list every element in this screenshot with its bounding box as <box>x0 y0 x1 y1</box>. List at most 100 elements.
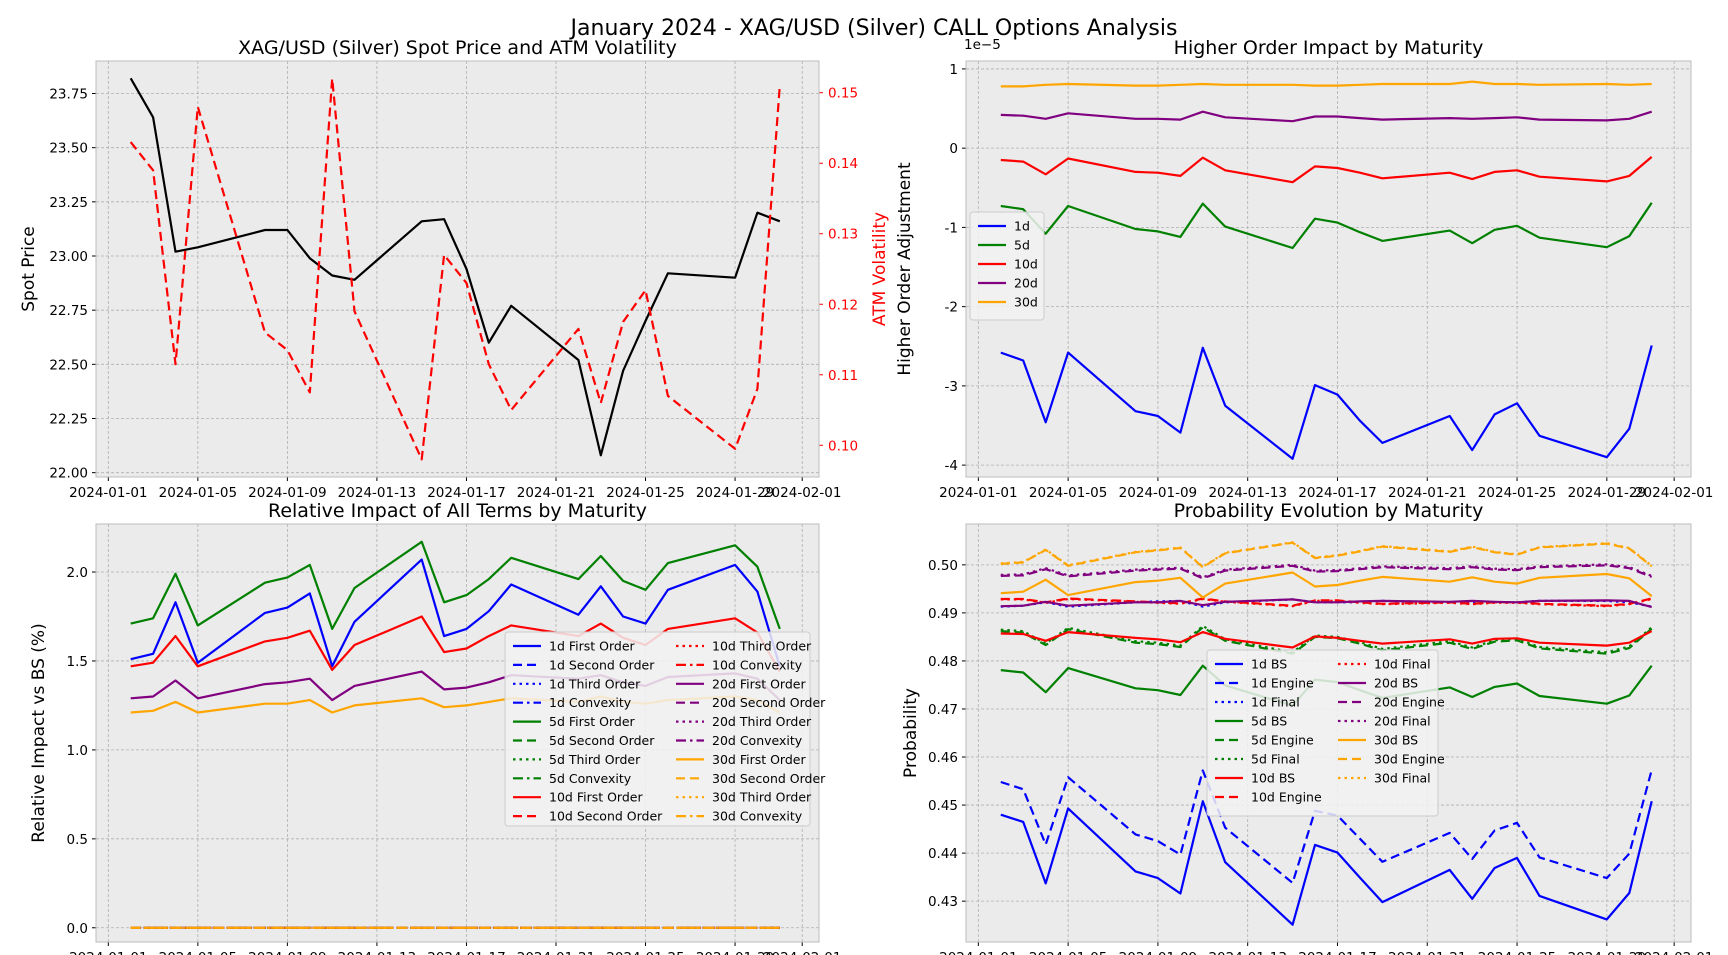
series-line-5d <box>1000 202 1653 250</box>
x-tick-label: 2024-01-13 <box>1208 950 1286 955</box>
plot-frame <box>95 523 820 943</box>
panel-2: 2024-01-01 2024-01-05 2024-01-09 2024-01-13… <box>895 37 1713 501</box>
y-tick-label: 0.44 <box>928 846 958 862</box>
series-line-20d <box>1000 110 1653 123</box>
legend: 1d BS 1d Engine 1d Final 5d BS 5d Engine 5d F… <box>1206 649 1445 817</box>
series-group <box>129 77 781 461</box>
legend: 1d 5d 10d 20d 30d <box>969 211 1045 321</box>
y-tick-label: -2 <box>945 300 958 316</box>
legend-label: 30d Convexity <box>712 809 803 824</box>
legend-label: 1d First Order <box>549 639 636 654</box>
chart-title: Probability Evolution by Maturity <box>1174 500 1484 522</box>
legend-label: 1d Final <box>1251 695 1300 710</box>
x-tick-label: 2024-02-01 <box>1635 950 1713 955</box>
series-line-20d-bs <box>1000 598 1652 609</box>
legend-label: 1d Engine <box>1251 676 1314 691</box>
y-tick-label: 22.75 <box>49 303 88 319</box>
chart-title: XAG/USD (Silver) Spot Price and ATM Vola… <box>238 37 677 59</box>
x-tick-label: 2024-01-01 <box>69 950 147 955</box>
legend-label: 30d Second Order <box>712 771 826 786</box>
x-tick-label: 2024-01-09 <box>1119 485 1197 501</box>
series-group <box>1000 80 1653 460</box>
y-tick-label: 1.5 <box>67 654 88 670</box>
plot-frame <box>965 60 1692 478</box>
series-line-10d <box>1000 156 1653 184</box>
x-tick-label: 2024-01-21 <box>517 950 595 955</box>
legend-label: 20d Third Order <box>712 714 812 729</box>
series-line-1d-first-order <box>130 558 781 668</box>
legend-label: 30d Third Order <box>712 790 812 805</box>
x-tick-label: 2024-01-13 <box>338 950 416 955</box>
x-tick-label: 2024-01-01 <box>939 950 1017 955</box>
legend-label: 5d Third Order <box>549 752 641 767</box>
legend-label: 1d Second Order <box>549 657 655 672</box>
x-tick-label: 2024-01-05 <box>1029 485 1107 501</box>
legend-label: 5d Second Order <box>549 733 655 748</box>
y2-tick-label: 0.11 <box>828 368 858 384</box>
y-tick-label: 0.43 <box>928 894 958 910</box>
y-tick-label: 23.25 <box>49 195 88 211</box>
series-line-30d-bs <box>1000 571 1653 599</box>
axis-scale-label: 1e−5 <box>964 37 1001 53</box>
legend: 1d First Order 1d Second Order 1d Third Or… <box>504 631 826 827</box>
x-tick-label: 2024-01-25 <box>1478 950 1556 955</box>
y-tick-label: 23.75 <box>49 87 88 103</box>
plot-frame <box>95 60 820 478</box>
y-tick-label: 0.48 <box>928 654 958 670</box>
legend-label: 20d First Order <box>712 676 806 691</box>
y-tick-label: -1 <box>945 220 958 236</box>
x-tick-label: 2024-01-29 <box>696 950 774 955</box>
legend-box <box>969 211 1045 321</box>
legend-label: 30d BS <box>1374 733 1418 748</box>
legend-label: 20d Convexity <box>712 733 803 748</box>
legend-label: 20d Engine <box>1374 695 1445 710</box>
x-tick-label: 2024-02-01 <box>763 950 841 955</box>
chart-title: Relative Impact of All Terms by Maturity <box>268 500 647 522</box>
x-tick-label: 2024-01-09 <box>248 485 326 501</box>
x-tick-label: 2024-01-29 <box>1568 950 1646 955</box>
x-tick-label: 2024-01-25 <box>1478 485 1556 501</box>
legend-label: 1d Third Order <box>549 676 641 691</box>
series-line-20d-final <box>1000 563 1653 579</box>
y-tick-label: 0.5 <box>67 832 88 848</box>
legend-label: 30d Final <box>1374 771 1431 786</box>
y-tick-label: 22.50 <box>49 357 88 373</box>
y-tick-label: 0.47 <box>928 702 958 718</box>
x-tick-label: 2024-02-01 <box>1635 485 1713 501</box>
legend-label: 10d BS <box>1251 771 1295 786</box>
legend-label: 30d First Order <box>712 752 806 767</box>
series-line-1d-engine <box>1000 769 1653 885</box>
legend-label: 20d Final <box>1374 714 1431 729</box>
y-tick-label: 0.46 <box>928 750 958 766</box>
figure-title: January 2024 - XAG/USD (Silver) CALL Opt… <box>569 16 1178 41</box>
legend-label: 20d Second Order <box>712 695 826 710</box>
x-tick-label: 2024-01-17 <box>427 485 505 501</box>
legend-label: 1d BS <box>1251 657 1287 672</box>
legend-label: 5d Engine <box>1251 733 1314 748</box>
legend-box <box>504 631 811 827</box>
y-axis-label: Spot Price <box>19 226 39 312</box>
y2-tick-label: 0.10 <box>828 438 858 454</box>
legend-label: 20d BS <box>1374 676 1418 691</box>
x-tick-label: 2024-01-17 <box>1298 485 1376 501</box>
y-axis-label: Higher Order Adjustment <box>895 162 915 376</box>
y-axis-label: Relative Impact vs BS (%) <box>29 623 49 842</box>
x-tick-label: 2024-01-29 <box>696 485 774 501</box>
y2-axis-label: ATM Volatility <box>870 212 890 326</box>
series-line-1d <box>1000 345 1653 460</box>
x-tick-label: 2024-01-09 <box>248 950 326 955</box>
series-line-10d-engine <box>1000 597 1652 607</box>
series-line-vol <box>129 77 781 461</box>
panel-1: 2024-01-01 2024-01-05 2024-01-09 2024-01-13… <box>19 37 890 501</box>
x-tick-label: 2024-01-17 <box>427 950 505 955</box>
x-tick-label: 2024-01-01 <box>69 485 147 501</box>
legend-label: 1d Convexity <box>549 695 632 710</box>
legend-label: 5d BS <box>1251 714 1287 729</box>
series-line-10d-bs <box>1000 630 1653 649</box>
y-tick-label: 23.00 <box>49 249 88 265</box>
legend-label: 10d Second Order <box>549 809 663 824</box>
x-tick-label: 2024-01-13 <box>338 485 416 501</box>
legend-label: 10d Engine <box>1251 790 1322 805</box>
y-tick-label: -4 <box>945 458 958 474</box>
legend-label: 5d Final <box>1251 752 1300 767</box>
